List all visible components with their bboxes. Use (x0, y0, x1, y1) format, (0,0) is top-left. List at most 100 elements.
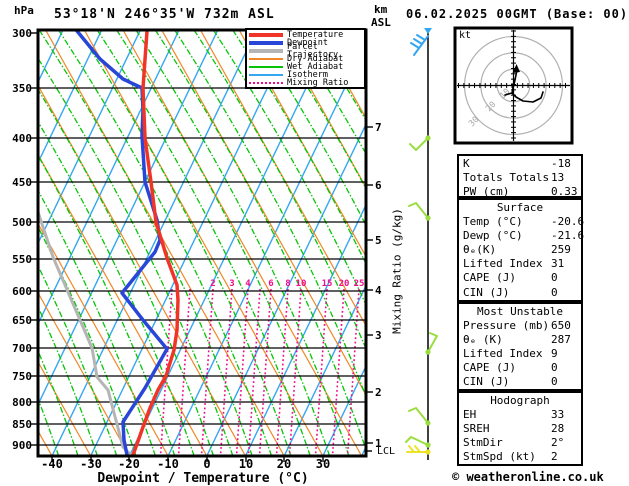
stat-row: Totals Totals 13 (459, 171, 581, 185)
temperature-tick-label: -20 (118, 457, 140, 471)
stat-label: CIN (J) (463, 285, 510, 299)
stat-label: PW (cm) (463, 185, 510, 199)
stat-value: 2 (551, 450, 558, 464)
pressure-tick-label: 650 (12, 314, 32, 327)
wind-barb (408, 407, 429, 424)
stat-label: Pressure (mb) (463, 319, 550, 333)
wind-barb-dot (425, 215, 431, 221)
stat-value: 28 (551, 422, 565, 436)
pressure-tick-label: 600 (12, 285, 32, 298)
pressure-tick-label: 900 (12, 439, 32, 452)
plot-border (36, 28, 368, 458)
altitude-tick-label: 3 (375, 329, 382, 342)
legend-item: Isotherm (249, 71, 362, 79)
stat-label: CAPE (J) (463, 271, 516, 285)
legend-item: Mixing Ratio (249, 79, 362, 87)
wind-barb-dot (425, 449, 431, 455)
stat-row: CAPE (J) 0 (459, 271, 581, 285)
mixing-ratio-value-label: 3 (229, 279, 235, 289)
altitude-tick-label: 1 (375, 437, 382, 450)
stat-value: 650 (551, 319, 571, 333)
hodograph-trace (511, 69, 544, 103)
stat-value: 0.33 (551, 185, 578, 199)
legend-item-label: Mixing Ratio (287, 78, 349, 88)
stat-row: PW (cm) 0.33 (459, 185, 581, 199)
stat-value: 31 (551, 257, 565, 271)
altitude-axis-unit-km: km (374, 3, 388, 16)
stat-value: 33 (551, 408, 565, 422)
stat-value: -18 (551, 157, 571, 170)
lcl-label: LCL (377, 446, 396, 457)
pressure-tick-label: 350 (12, 82, 32, 95)
legend-item: Dewpoint (249, 39, 362, 47)
legend-item-label: Temperature (287, 30, 344, 40)
mixing-ratio-value-label: 20 (338, 279, 350, 289)
stat-value: 0 (551, 285, 558, 299)
stat-value: -20.6 (551, 215, 585, 229)
stat-label: θₑ(K) (463, 243, 497, 257)
pressure-tick-label: 700 (12, 342, 32, 355)
wind-barb-dot (425, 442, 431, 448)
stat-label: θₑ (K) (463, 333, 503, 347)
wind-barb-column (405, 28, 438, 460)
legend-line-sample (249, 58, 283, 60)
stat-row: CAPE (J) 0 (459, 361, 581, 375)
stat-row: K -18 (459, 157, 581, 171)
legend-line-sample (249, 41, 283, 45)
indices-box: K -18 Totals Totals 13 PW (cm) 0.33 (457, 154, 583, 198)
pressure-tick-label: 300 (12, 27, 32, 40)
legend-item-label: Dewpoint (287, 38, 328, 48)
wind-barb-dot (425, 420, 431, 426)
stat-label: Lifted Index (463, 347, 543, 361)
wind-barb-dot (425, 135, 431, 141)
pressure-tick-label: 550 (12, 253, 32, 266)
legend-line-sample (249, 49, 283, 53)
surface-box-title: Surface (496, 201, 544, 214)
mixing-ratio-value-label: 4 (245, 279, 251, 289)
temperature-tick-label: 10 (238, 457, 254, 471)
pressure-axis-unit: hPa (14, 4, 34, 17)
wind-barb (406, 445, 428, 453)
mixing-ratio-value-label: 25 (353, 279, 365, 289)
legend-item-label: Parcel Trajectory (287, 42, 339, 60)
legend-line-sample (249, 82, 283, 84)
stat-label: SREH (463, 422, 490, 436)
pressure-tick-label: 450 (12, 176, 32, 189)
mixing-ratio-value-label: 10 (295, 279, 307, 289)
stat-label: Totals Totals (463, 171, 550, 185)
pressure-tick-label: 850 (12, 418, 32, 431)
stat-label: CIN (J) (463, 375, 510, 389)
legend-item-label: Wet Adiabat (287, 62, 344, 72)
wind-barb (409, 137, 429, 151)
barb-top-marker (424, 28, 432, 34)
parcel-trajectory-line (36, 210, 133, 457)
x-axis-label: Dewpoint / Temperature (°C) (97, 471, 309, 486)
stat-value: 287 (551, 333, 571, 347)
temperature-tick-label: 0 (203, 457, 211, 471)
stat-row: Lifted Index 9 (459, 347, 581, 361)
copyright: © weatheronline.co.uk (452, 470, 604, 484)
mixing-ratio-value-label: 15 (321, 279, 333, 289)
legend-line-sample (249, 74, 283, 76)
stat-value: 2° (551, 436, 565, 450)
stat-row: Pressure (mb) 650 (459, 319, 581, 333)
run-datetime-title: 06.02.2025 00GMT (Base: 00) (406, 7, 629, 21)
stat-label: Temp (°C) (463, 215, 523, 229)
stat-label: CAPE (J) (463, 361, 516, 375)
station-title: 53°18'N 246°35'W 732m ASL (54, 7, 275, 22)
pressure-tick-label: 500 (12, 216, 32, 229)
stat-value: 0 (551, 361, 558, 375)
temperature-line (131, 29, 180, 457)
wind-barb (408, 202, 429, 219)
stat-label: StmSpd (kt) (463, 450, 536, 464)
most-unstable-box-title: Most Unstable (476, 305, 564, 318)
altitude-tick-label: 4 (375, 284, 382, 297)
wind-barb (405, 436, 429, 446)
temperature-tick-label: -10 (157, 457, 179, 471)
wind-barb (427, 332, 438, 353)
stat-value: 9 (551, 347, 558, 361)
stat-label: Dewp (°C) (463, 229, 523, 243)
mixing-ratio-value-label: 8 (285, 279, 291, 289)
surface-box: Surface Temp (°C) -20.6 Dewp (°C) -21.6 θₑ(K… (457, 198, 585, 302)
